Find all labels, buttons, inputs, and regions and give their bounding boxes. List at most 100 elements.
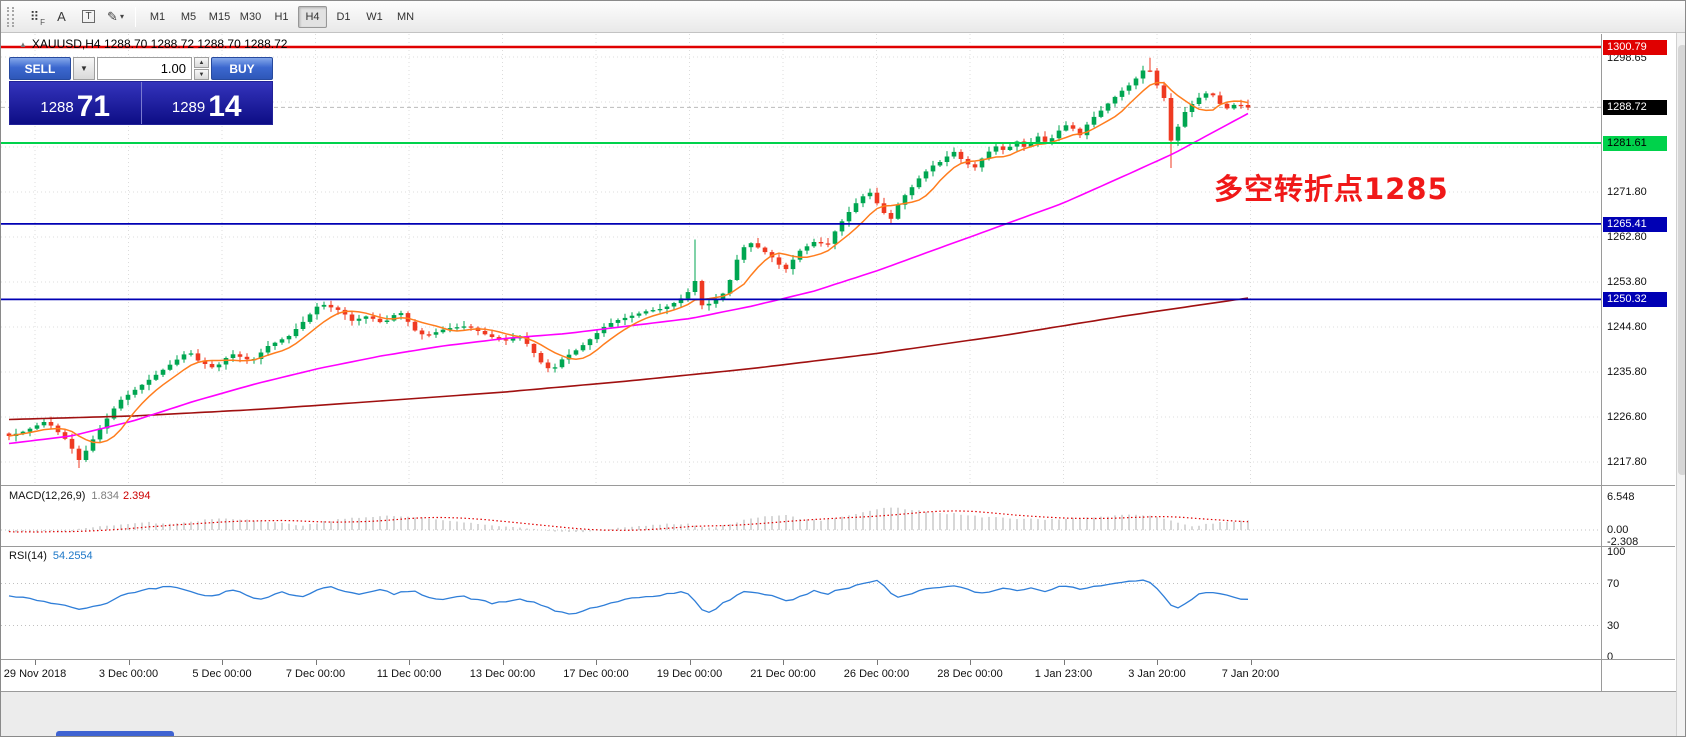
sell-price-pips: 71	[76, 89, 111, 123]
time-axis-label: 3 Dec 00:00	[98, 668, 159, 680]
sell-button[interactable]: SELL	[9, 57, 71, 80]
toolbar-grip[interactable]	[7, 6, 14, 27]
time-axis-label: 3 Jan 20:00	[1128, 668, 1186, 680]
bottom-blue-fragment	[56, 731, 174, 736]
macd-scale-label: 0.00	[1607, 524, 1629, 536]
time-tick	[1157, 660, 1158, 665]
time-tick	[689, 660, 691, 665]
price-divider	[140, 82, 142, 124]
rsi-indicator	[1, 579, 1601, 626]
price-axis-label: 1235.80	[1607, 366, 1647, 378]
buy-price-display[interactable]: 1289 14	[142, 82, 273, 124]
rsi-value: 54.2554	[52, 550, 93, 562]
time-tick	[1250, 660, 1252, 665]
scrollbar-thumb[interactable]	[1678, 45, 1685, 475]
time-axis-label: 28 Dec 00:00	[937, 668, 1003, 680]
time-axis-label: 21 Dec 00:00	[750, 668, 816, 680]
macd-indicator	[1, 507, 1601, 533]
macd-value-signal: 2.394	[122, 490, 151, 502]
timeframe-m30-button[interactable]: M30	[239, 10, 262, 23]
rsi-scale-label: 30	[1607, 619, 1620, 632]
sell-price-big: 1288	[40, 99, 74, 116]
panel-separator	[1, 659, 1675, 660]
text-label-tool-icon[interactable]: T	[76, 5, 101, 29]
ma-slow-line	[8, 297, 1249, 421]
grid-snap-tool-icon[interactable]: ⠿ F	[29, 8, 45, 27]
rsi-scale-label: 100	[1607, 546, 1626, 558]
timeframe-h1-button[interactable]: H1	[274, 10, 289, 23]
price-axis-border	[1601, 34, 1602, 691]
toolbar: ⠿ F A T ✎ ▾ M1 M5 M15 M30 H1 H4 D1 W1 MN	[1, 1, 1685, 33]
timeframe-w1-button[interactable]: W1	[366, 10, 383, 23]
volume-decrease-button[interactable]: ▼	[194, 69, 209, 80]
chart-title-text: XAUUSD,H4 1288.70 1288.72 1288.70 1288.7…	[31, 37, 288, 51]
time-axis-label: 17 Dec 00:00	[563, 668, 629, 680]
macd-signal-line	[8, 510, 1249, 533]
chevron-down-icon: ▼	[80, 64, 88, 73]
macd-name: MACD(12,26,9)	[9, 490, 86, 502]
rsi-scale-label: 70	[1607, 577, 1620, 590]
time-tick	[502, 660, 504, 665]
panel-separator[interactable]	[1, 546, 1675, 547]
draw-objects-tool-icon[interactable]: ✎ ▾	[107, 8, 124, 24]
symbol-marker-icon: ▲	[19, 39, 27, 49]
buy-button[interactable]: BUY	[211, 57, 273, 80]
time-tick	[409, 660, 410, 665]
grid	[1, 34, 1601, 485]
macd-label: MACD(12,26,9) 1.834 2.394	[9, 490, 150, 502]
timeframe-m1-button[interactable]: M1	[149, 10, 166, 23]
price-axis-label: 1226.80	[1607, 411, 1647, 423]
price-badge-support: 1281.61	[1603, 135, 1667, 151]
volume-increase-button[interactable]: ▲	[194, 57, 209, 68]
axis-bottom-border	[1, 691, 1685, 692]
time-tick	[222, 660, 223, 665]
price-badge-resistance: 1300.79	[1603, 40, 1667, 56]
rsi-label: RSI(14) 54.2554	[9, 550, 93, 562]
timeframe-mn-button[interactable]: MN	[396, 10, 415, 23]
time-axis-label: 1 Jan 23:00	[1034, 668, 1093, 680]
price-axis-label: 1253.80	[1607, 276, 1647, 288]
price-badge-level-1: 1265.41	[1603, 216, 1667, 232]
chart-annotation: 多空转折点1285	[1214, 172, 1449, 206]
buy-price-big: 1289	[171, 99, 206, 116]
price-axis-label: 1244.80	[1607, 321, 1647, 333]
rsi-scale-label: 0	[1607, 651, 1614, 663]
sell-price-display[interactable]: 1288 71	[10, 82, 141, 124]
time-tick	[35, 660, 36, 665]
time-axis-label: 7 Jan 20:00	[1221, 668, 1280, 680]
timeframe-d1-button[interactable]: D1	[336, 10, 351, 23]
volume-dropdown-button[interactable]: ▼	[73, 57, 95, 80]
macd-scale-label: -2.308	[1607, 535, 1639, 548]
timeframe-h4-button[interactable]: H4	[298, 5, 327, 28]
volume-input[interactable]	[97, 57, 192, 80]
price-axis-label: 1217.80	[1607, 456, 1647, 468]
tool-group: ⠿ F A T ✎ ▾	[21, 5, 129, 29]
vertical-scrollbar[interactable]	[1676, 33, 1685, 736]
timeframe-m5-button[interactable]: M5	[180, 10, 197, 23]
one-click-trading-panel: SELL ▼ ▲ ▼ BUY 1288 71 1289 14	[9, 57, 273, 125]
bottom-strip	[1, 692, 1685, 736]
time-tick	[596, 660, 597, 665]
timeframe-m15-button[interactable]: M15	[208, 10, 231, 23]
panel-separator[interactable]	[1, 485, 1675, 486]
time-axis-label: 26 Dec 00:00	[843, 668, 910, 680]
time-tick	[315, 660, 317, 665]
text-tool-icon[interactable]: A	[57, 9, 66, 24]
timeframe-group: M1 M5 M15 M30 H1 H4 D1 W1 MN	[142, 5, 421, 28]
ma-fast-line	[8, 81, 1249, 444]
time-axis-label: 5 Dec 00:00	[192, 668, 252, 680]
time-tick	[1063, 660, 1065, 665]
time-axis[interactable]: 29 Nov 2018 3 Dec 00:00 5 Dec 00:00 7 Dec 0…	[1, 659, 1601, 691]
time-axis-label: 7 Dec 00:00	[285, 668, 346, 680]
price-axis[interactable]: 1298.65 1271.80 1262.80 1253.80 1244.80 1235.…	[1602, 1, 1675, 692]
chart-title: ▲ XAUUSD,H4 1288.70 1288.72 1288.70 1288…	[19, 37, 287, 51]
candlesticks	[6, 57, 1251, 468]
volume-spinner: ▲ ▼	[194, 57, 209, 80]
price-axis-label: 1271.80	[1607, 186, 1647, 198]
rsi-name: RSI(14)	[9, 550, 47, 562]
ma-mid-line	[8, 112, 1249, 445]
time-axis-label: 19 Dec 00:00	[656, 668, 723, 680]
price-badge-current: 1288.72	[1603, 100, 1667, 116]
time-tick	[876, 660, 878, 665]
